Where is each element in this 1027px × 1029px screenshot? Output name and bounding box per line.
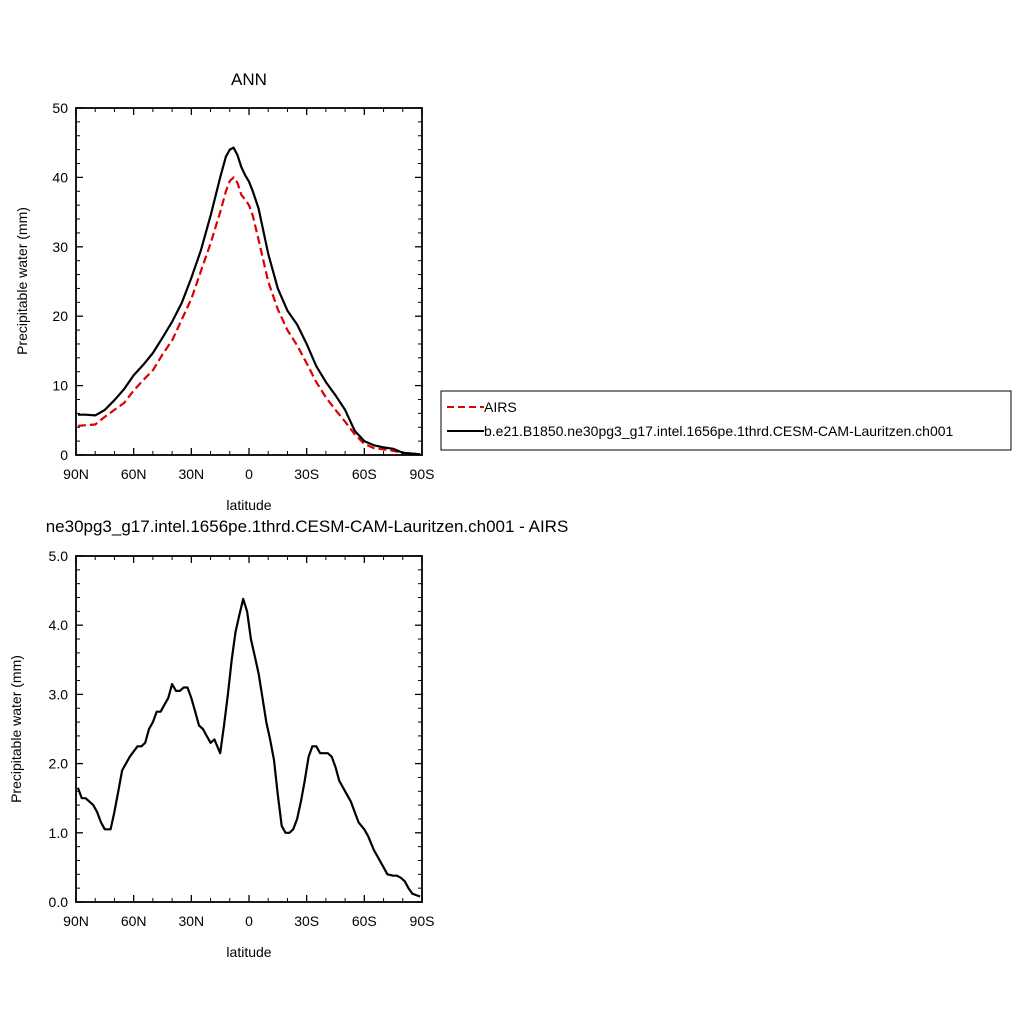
- x-tick-label: 90S: [410, 913, 435, 929]
- panel2-plot-frame: [75, 555, 423, 903]
- x-tick-label: 90N: [63, 913, 89, 929]
- x-tick-label: 0: [245, 913, 253, 929]
- x-tick-label: 60N: [121, 913, 147, 929]
- series-line-airs: [77, 176, 421, 456]
- y-tick-label: 30: [52, 239, 68, 255]
- x-tick-label: 60S: [352, 466, 377, 482]
- panel2-series: [76, 597, 421, 898]
- panel1-plot-frame: [75, 107, 423, 456]
- panel1-series: [77, 146, 421, 456]
- x-tick-label: 0: [245, 466, 253, 482]
- x-tick-label: 30N: [178, 913, 204, 929]
- y-tick-label: 0.0: [49, 894, 69, 910]
- panel-ann: ANN 90N 60N 30N 0 30S 60S 90S 0 10 20 30 40 50 lati…: [14, 70, 434, 513]
- y-tick-label: 10: [52, 378, 68, 394]
- legend-label-airs: AIRS: [484, 399, 517, 415]
- panel2-x-tick-labels: 90N 60N 30N 0 30S 60S 90S: [63, 913, 434, 929]
- x-tick-label: 30S: [294, 466, 319, 482]
- x-tick-label: 30N: [178, 466, 204, 482]
- panel1-x-tick-labels: 90N 60N 30N 0 30S 60S 90S: [63, 466, 434, 482]
- y-tick-label: 50: [52, 100, 68, 116]
- panel2-y-tick-labels: 0.0 1.0 2.0 3.0 4.0 5.0: [49, 548, 69, 910]
- y-tick-label: 1.0: [49, 825, 69, 841]
- legend-box: [440, 390, 1012, 451]
- panel-difference: ne30pg3_g17.intel.1656pe.1thrd.CESM-CAM-…: [8, 517, 568, 960]
- legend-label-model: b.e21.B1850.ne30pg3_g17.intel.1656pe.1th…: [484, 423, 954, 439]
- x-tick-label: 30S: [294, 913, 319, 929]
- series-line-b: [77, 146, 421, 456]
- y-tick-label: 2.0: [49, 756, 69, 772]
- panel1-title: ANN: [231, 70, 267, 89]
- panel2-y-axis-label: Precipitable water (mm): [8, 655, 24, 803]
- y-tick-label: 5.0: [49, 548, 69, 564]
- y-tick-label: 4.0: [49, 617, 69, 633]
- panel1-y-tick-labels: 0 10 20 30 40 50: [52, 100, 68, 463]
- panel2-x-axis-label: latitude: [226, 944, 271, 960]
- y-tick-label: 40: [52, 169, 68, 185]
- panel1-y-axis-label: Precipitable water (mm): [14, 207, 30, 355]
- x-tick-label: 90S: [410, 466, 435, 482]
- legend: AIRS b.e21.B1850.ne30pg3_g17.intel.1656p…: [440, 390, 1012, 451]
- panel2-ticks: [75, 555, 423, 903]
- series-line-difference: [76, 597, 421, 898]
- panel1-ticks: [75, 107, 423, 456]
- y-tick-label: 0: [60, 447, 68, 463]
- panel1-x-axis-label: latitude: [226, 497, 271, 513]
- y-tick-label: 20: [52, 308, 68, 324]
- panel2-title: ne30pg3_g17.intel.1656pe.1thrd.CESM-CAM-…: [46, 517, 569, 536]
- x-tick-label: 60S: [352, 913, 377, 929]
- x-tick-label: 60N: [121, 466, 147, 482]
- x-tick-label: 90N: [63, 466, 89, 482]
- y-tick-label: 3.0: [49, 686, 69, 702]
